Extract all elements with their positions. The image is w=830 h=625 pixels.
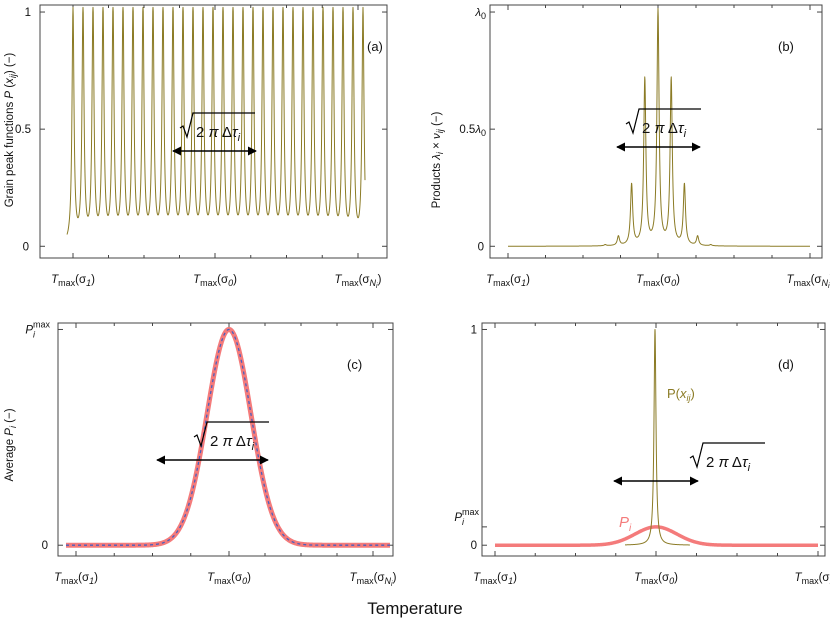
x-tick-label: Tmax(σ1): [54, 572, 98, 586]
y-axis-label: Average Pi (−): [4, 408, 18, 481]
panel-label: (d): [778, 357, 794, 372]
width-annotation: 2 π Δτi: [625, 108, 701, 140]
panel-a: Tmax(σ1) Tmax(σ0) Tmax(σNi) 0 0.5 1 (a) 2 π Δτi…: [4, 4, 388, 290]
sqrt-text: 2 π Δτi: [642, 120, 687, 140]
x-tick-label: Tmax(σ0): [636, 274, 680, 288]
width-annotation: 2 π Δτi: [689, 442, 765, 474]
x-tick-label: Tmax(σ0): [634, 572, 678, 586]
y-tick-label: 0.5λ0: [459, 124, 486, 138]
panel-label: (a): [367, 39, 383, 54]
sqrt-text: 2 π Δτi: [210, 433, 255, 453]
x-tick-label: Tmax(σNi): [335, 274, 382, 290]
x-tick-label: Tmax(σ1): [486, 274, 530, 288]
series-label-Pi: Pi: [619, 514, 632, 534]
sqrt-radical: [689, 442, 765, 470]
y-tick-label: 0: [42, 540, 48, 552]
x-tick-label: Tmax(σ0): [193, 274, 237, 288]
plot-frame: [489, 4, 823, 259]
sqrt-radical: [625, 108, 701, 136]
series-line-products: [507, 8, 811, 247]
panel-c: Tmax(σ1) Tmax(σ0) Tmax(σNi) 0 Pmax i (c) 2 π Δτ…: [4, 319, 397, 588]
panels: Tmax(σ1) Tmax(σ0) Tmax(σNi) 0 0.5 1 (a) 2 π Δτi…: [4, 4, 830, 588]
y-axis-label: Grain peak functions P (xij) (−): [4, 53, 18, 208]
panel-label: (b): [778, 39, 794, 54]
x-tick-label: Tmax(σ0): [207, 572, 251, 586]
sqrt-text: 2 π Δτi: [706, 454, 751, 474]
width-annotation: 2 π Δτi: [193, 421, 269, 453]
x-axis-title: Temperature: [367, 599, 462, 618]
x-tick-label: Tmax(σNi): [787, 274, 830, 290]
series-line-Pxij: [624, 328, 691, 546]
x-tick-label: Tmax(σNi): [350, 572, 397, 588]
sqrt-radical: [193, 421, 269, 449]
y-tick-label: 0: [478, 241, 484, 253]
x-tick-label: Tmax(σ1): [51, 274, 95, 288]
y-tick-label: Pmax i: [25, 319, 50, 339]
x-tick-label: Tmax(σ1): [473, 572, 517, 586]
x-tick-label: Tmax(σNi): [795, 572, 830, 588]
series-line-grain-peaks: [66, 6, 366, 235]
panel-label: (c): [347, 357, 362, 372]
panel-b: Tmax(σ1) Tmax(σ0) Tmax(σNi) 0 0.5λ0 λ0 (b) 2 π …: [431, 4, 830, 290]
y-tick-label: 1: [471, 324, 477, 336]
y-tick-label: Pmax i: [454, 507, 479, 527]
y-tick-label: 0: [23, 241, 29, 253]
y-tick-label: 0.5: [15, 124, 31, 136]
sqrt-radical: [179, 112, 255, 140]
y-axis-label: Products λi × νij (−): [431, 111, 445, 208]
plot-frame: [39, 4, 388, 259]
y-tick-label: λ0: [474, 7, 486, 21]
series-line-average-blue: [65, 328, 391, 546]
plot-frame: [57, 322, 394, 557]
y-tick-label: 1: [25, 7, 31, 19]
series-line-Pi: [493, 525, 820, 547]
series-label-Pxij: P(xij): [667, 386, 695, 403]
width-annotation: 2 π Δτi: [179, 112, 255, 144]
y-tick-label: 0: [471, 540, 477, 552]
sqrt-text: 2 π Δτi: [196, 124, 241, 144]
plot-frame: [481, 322, 826, 557]
